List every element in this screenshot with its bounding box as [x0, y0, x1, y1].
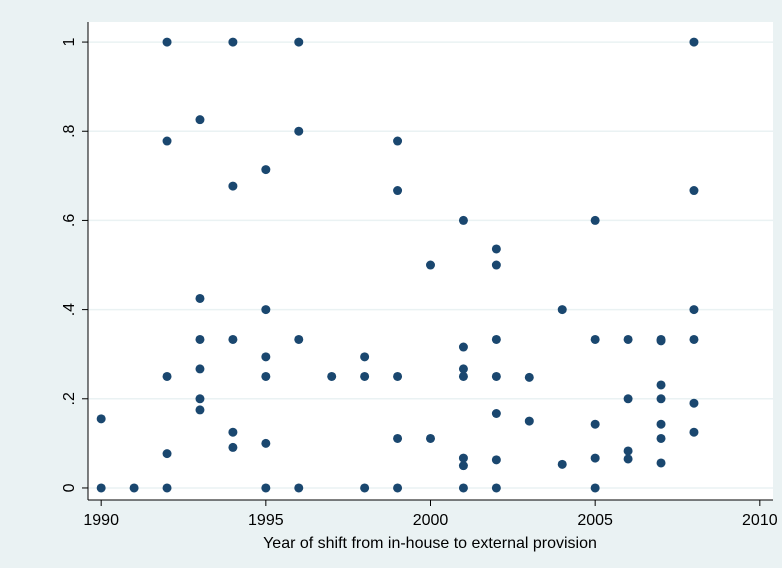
point [623, 334, 633, 344]
point [491, 455, 501, 465]
point [689, 398, 699, 408]
x-tick-label: 2005 [577, 512, 613, 529]
point [96, 483, 106, 493]
point [656, 380, 666, 390]
y-tick-label: .4 [61, 303, 78, 316]
point [458, 461, 468, 471]
point [261, 483, 271, 493]
point [491, 483, 501, 493]
x-tick-label: 1995 [248, 512, 284, 529]
x-tick-label: 2010 [742, 512, 778, 529]
point [458, 215, 468, 225]
point [590, 483, 600, 493]
y-tick-label: .2 [61, 392, 78, 405]
point [524, 416, 534, 426]
point [261, 165, 271, 175]
point [393, 433, 403, 443]
point [228, 442, 238, 452]
x-tick-label: 1990 [83, 512, 119, 529]
point [524, 372, 534, 382]
point [294, 37, 304, 47]
point [393, 483, 403, 493]
point [458, 364, 468, 374]
point [327, 371, 337, 381]
point [426, 433, 435, 443]
point [590, 453, 600, 463]
point [491, 244, 501, 254]
point [360, 371, 370, 381]
point [557, 305, 567, 315]
point [656, 394, 666, 404]
point [689, 37, 699, 47]
point [162, 371, 172, 381]
point [261, 371, 271, 381]
point [393, 371, 403, 381]
point [195, 364, 205, 374]
point [195, 115, 205, 125]
point [623, 394, 633, 404]
point [656, 336, 666, 346]
point [228, 37, 238, 47]
point [426, 260, 435, 270]
point [360, 483, 370, 493]
point [360, 352, 370, 362]
y-tick-label: 0 [61, 483, 78, 492]
y-tick-label: 1 [61, 38, 78, 47]
point [195, 334, 205, 344]
point [623, 454, 633, 464]
point [590, 215, 600, 225]
point [689, 334, 699, 344]
point [129, 483, 139, 493]
point [195, 405, 205, 415]
point [491, 260, 501, 270]
point [491, 408, 501, 418]
point [228, 427, 238, 437]
point [623, 446, 633, 456]
point [458, 371, 468, 381]
point [491, 334, 501, 344]
point [689, 427, 699, 437]
point [261, 352, 271, 362]
y-tick-label: .6 [61, 214, 78, 227]
point [294, 483, 304, 493]
point [393, 186, 403, 196]
point [162, 449, 172, 459]
point [195, 293, 205, 303]
point [294, 126, 304, 136]
point [261, 305, 271, 315]
x-tick-label: 2000 [413, 512, 449, 529]
point [261, 438, 271, 448]
point [656, 458, 666, 468]
point [294, 334, 304, 344]
x-axis-title: Year of shift from in-house to external … [263, 535, 597, 552]
point [689, 305, 699, 315]
point [458, 453, 468, 463]
point [590, 334, 600, 344]
point [162, 37, 172, 47]
point [228, 334, 238, 344]
point [590, 419, 600, 429]
point [228, 181, 238, 191]
point [96, 414, 106, 424]
point [458, 483, 468, 493]
y-tick-label: .8 [61, 124, 78, 137]
point [656, 419, 666, 429]
point [458, 342, 468, 352]
point [195, 394, 205, 404]
point [656, 433, 666, 443]
point [689, 186, 699, 196]
point [491, 371, 501, 381]
point [162, 136, 172, 146]
point [557, 459, 567, 469]
point [162, 483, 172, 493]
point [393, 136, 403, 146]
